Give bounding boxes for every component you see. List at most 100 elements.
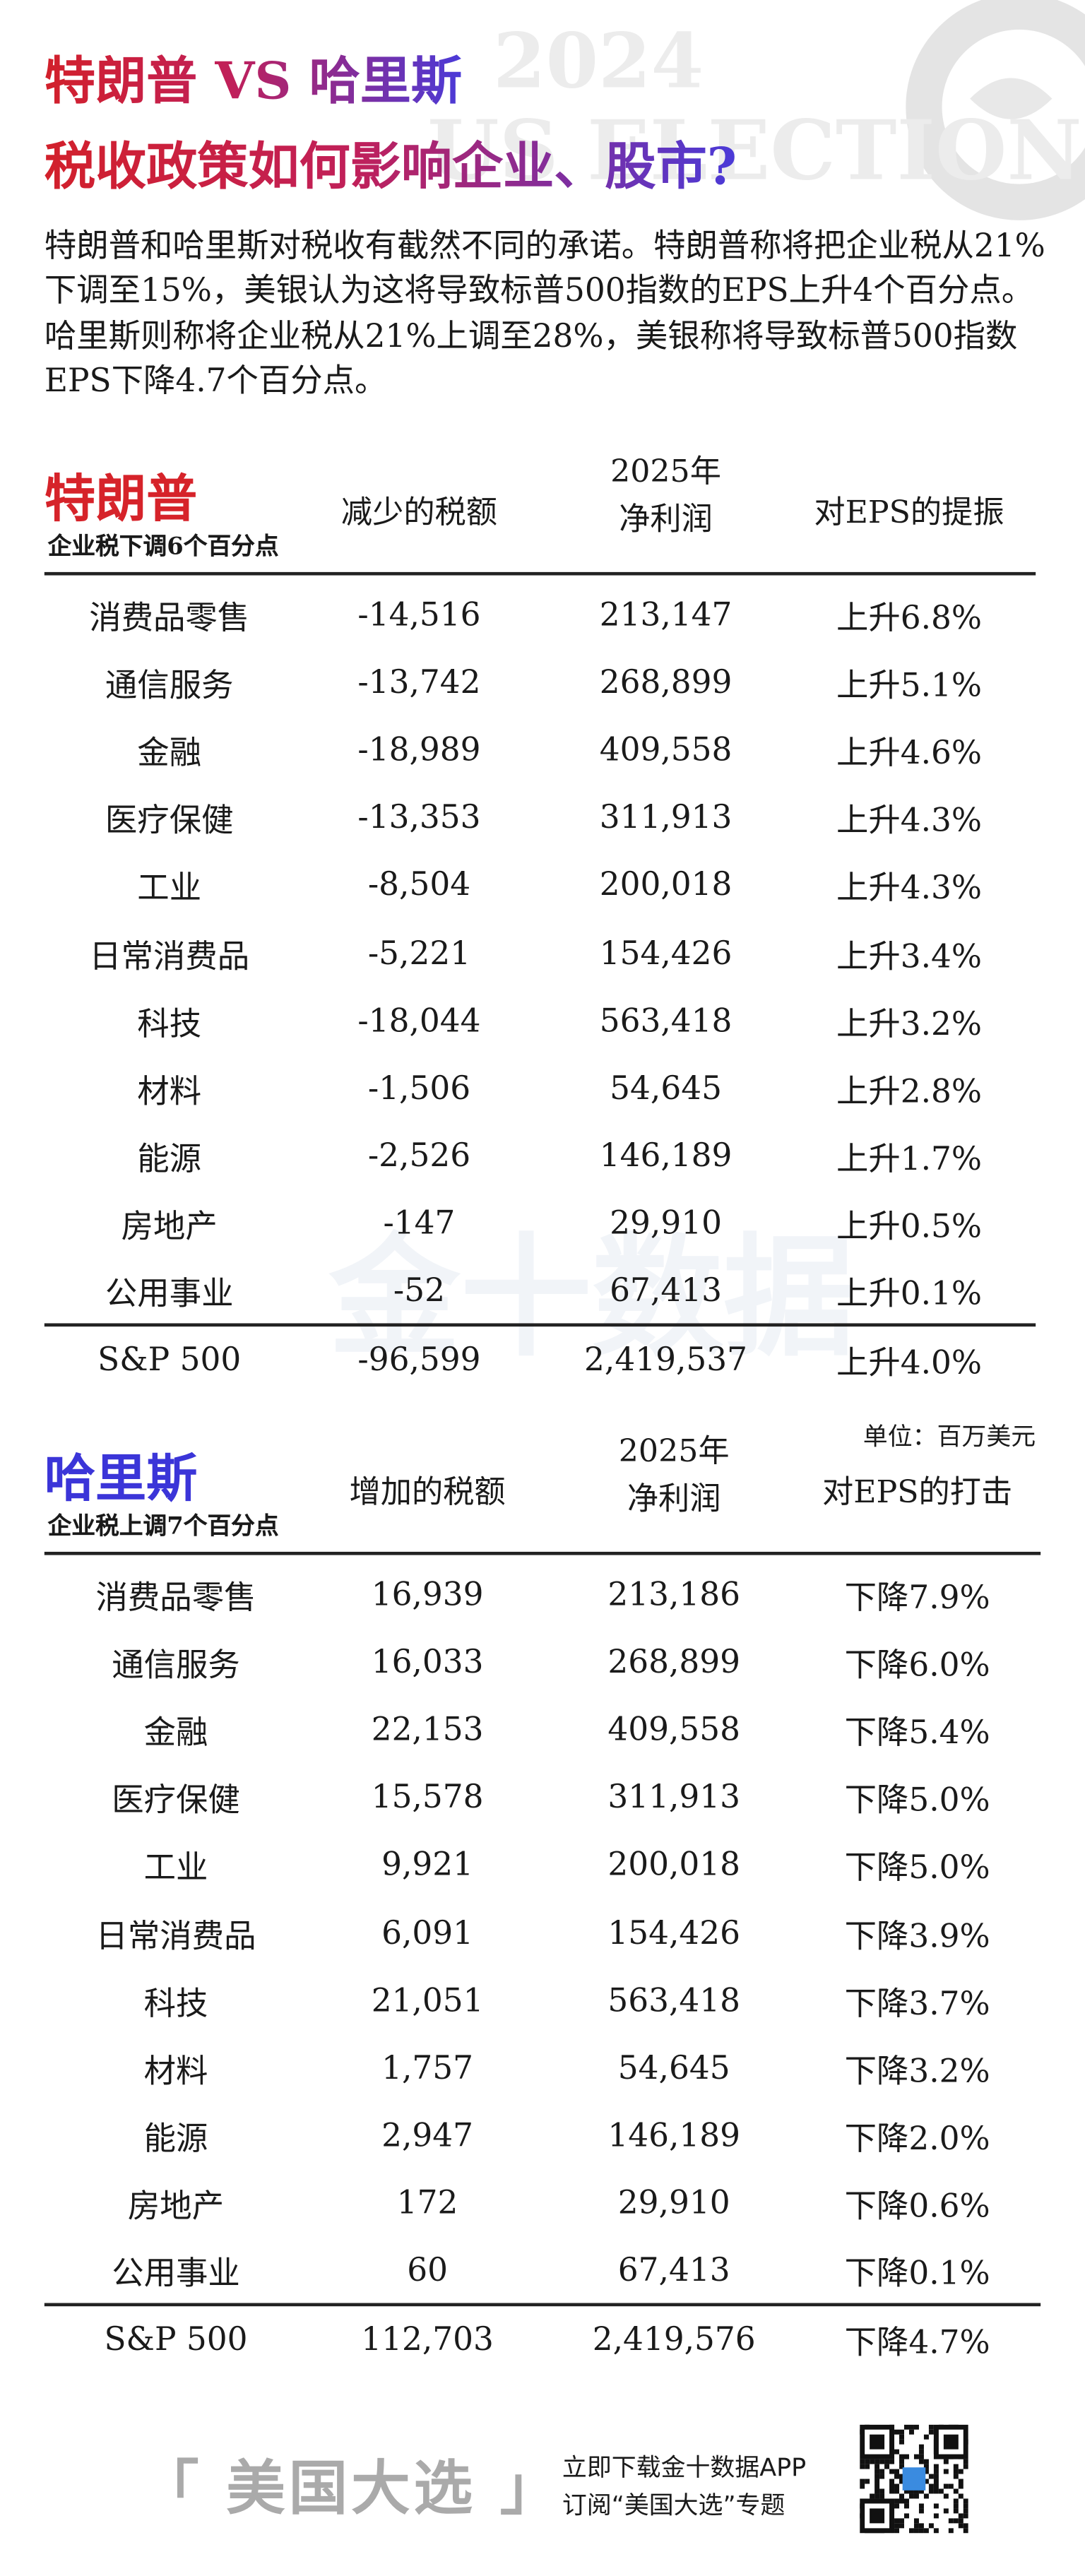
table-cell: -13,353 [357,798,481,837]
table-cell: 22,153 [371,1710,484,1749]
qr-module [874,2483,880,2489]
section-name: 哈里斯 [44,1449,198,1509]
qr-module [963,2513,968,2519]
qr-module [902,2467,926,2491]
table-cell: 上升4.3% [836,802,983,840]
qr-module [918,2488,924,2494]
qr-module [913,2488,919,2494]
table-cell: -18,989 [357,730,481,769]
qr-module [874,2459,880,2464]
qr-module [903,2513,909,2519]
qr-module [923,2434,929,2440]
qr-module [938,2488,944,2494]
watermark-text: US ELECTION [427,102,1082,199]
qr-module [879,2469,885,2474]
qr-module [879,2459,885,2464]
qr-module [928,2429,934,2435]
section-subtitle: 企业税上调7个百分点 [47,1512,279,1541]
row-label: 工业 [137,869,202,908]
qr-module [874,2479,880,2484]
qr-module [903,2488,909,2494]
watermark-year: 2024 [493,16,704,105]
table-cell: 下降0.6% [844,2187,990,2225]
table-cell: 200,018 [607,1846,741,1884]
qr-module [933,2503,939,2509]
total-cell: 2,419,537 [584,1340,748,1379]
qr-module [963,2528,968,2534]
qr-module [903,2503,909,2509]
qr-module [948,2528,954,2534]
qr-module [908,2429,914,2435]
qr-module [889,2479,895,2484]
qr-module [908,2493,914,2499]
table-cell: 60 [407,2251,448,2289]
qr-module [953,2503,959,2509]
table-cell: 54,645 [610,1069,722,1107]
column-header: 净利润 [619,501,713,538]
table-cell: 15,578 [371,1778,484,1817]
qr-module [963,2523,968,2529]
row-label: 能源 [137,1139,202,1178]
watermark-brand: 金十数据 [328,1221,855,1375]
qr-module [899,2518,904,2524]
footer-line2: 订阅“美国大选”专题 [562,2490,785,2520]
qr-module [923,2469,929,2474]
qr-module [928,2424,934,2430]
qr-module [963,2503,968,2509]
title-line2: 税收政策如何影响企业、股市? [45,125,737,199]
total-cell: 下降4.7% [844,2323,990,2362]
qr-module [870,2493,875,2499]
table-cell: 311,913 [607,1778,741,1817]
qr-module [913,2424,919,2430]
qr-module [918,2449,924,2455]
column-header: 增加的税额 [349,1474,506,1511]
table-cell: 上升4.6% [836,734,983,773]
qr-module [923,2464,929,2469]
qr-module [958,2483,964,2489]
qr-module [889,2469,895,2474]
qr-module [884,2459,890,2464]
table-cell: -8,504 [367,866,471,904]
qr-module [899,2474,904,2479]
table-cell: 2,947 [381,2115,474,2154]
qr-module [918,2444,924,2450]
qr-module [899,2429,904,2435]
footer-line1: 立即下载金十数据APP [562,2452,807,2483]
qr-module [948,2518,954,2524]
qr-module [899,2498,904,2504]
column-header: 2025年 [610,453,721,490]
row-label: 房地产 [121,1207,218,1245]
row-label: 科技 [143,1984,208,2022]
title-line1: 特朗普 VS 哈里斯 [45,40,462,114]
qr-module [894,2483,900,2489]
qr-module [899,2434,904,2440]
qr-module [860,2479,865,2484]
table-cell: 67,413 [610,1271,722,1310]
intro: 特朗普和哈里斯对税收有截然不同的承诺。特朗普称将把企业税从21%下调至15%，美… [44,227,1045,400]
table-cell: 409,558 [607,1710,741,1749]
table-cell: 67,413 [617,2251,730,2289]
table-cell: 21,051 [371,1981,484,2019]
qr-module [943,2493,949,2499]
qr-module [918,2523,924,2529]
table-cell: -13,742 [357,663,481,701]
qr-module [903,2454,909,2459]
qr-module [933,2513,939,2519]
row-label: 消费品零售 [95,1579,256,1617]
table-cell: 下降3.7% [844,1984,990,2022]
qr-module [943,2434,959,2450]
qr-module [903,2424,909,2430]
qr-module [899,2464,904,2469]
qr-module [953,2469,959,2474]
table-cell: 311,913 [599,798,733,837]
table-cell: 上升3.4% [836,937,983,975]
qr-module [928,2474,934,2479]
total-rule [44,1323,1036,1327]
table-cell: 29,910 [617,2183,730,2222]
qr-module [894,2429,900,2435]
total-cell: S&P 500 [97,1340,242,1379]
qr-module [933,2464,939,2469]
logo-watermark [906,0,1085,220]
qr-module [953,2488,959,2494]
